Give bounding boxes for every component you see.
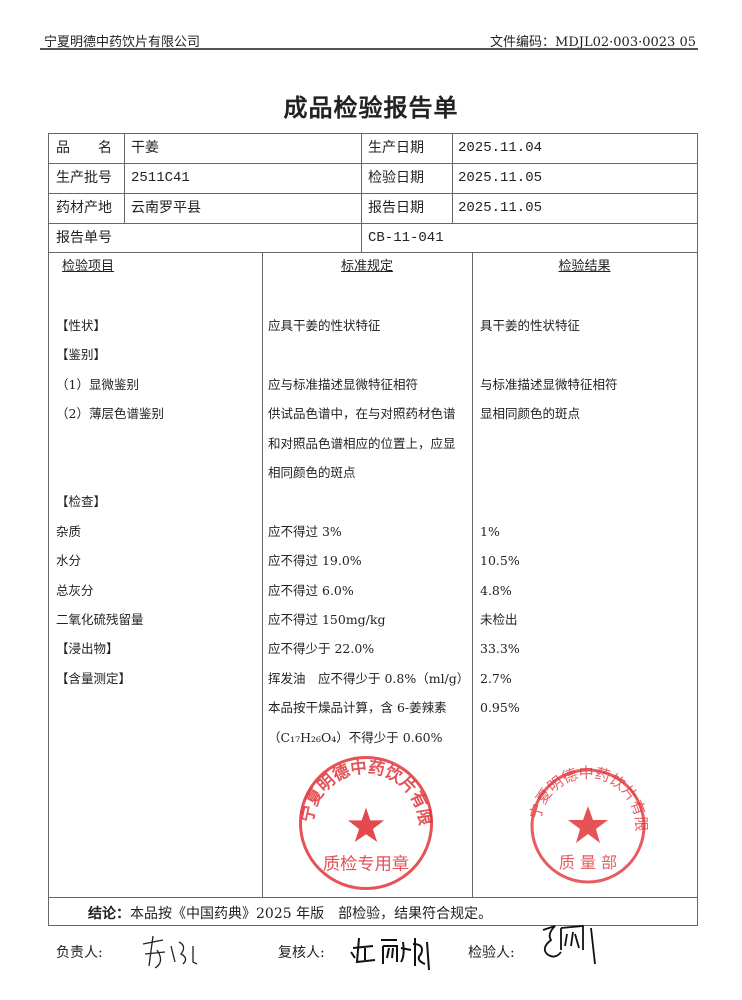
table-rule (48, 133, 698, 134)
conclusion: 结论：本品按《中国药典》2025 年版 部检验，结果符合规定。 (88, 903, 492, 923)
row-standard: 和对照品色谱相应的位置上，应显 (268, 435, 456, 451)
table-rule (124, 133, 125, 223)
table-rule (48, 133, 49, 926)
row-result: 33.3% (480, 641, 520, 657)
star-icon (568, 806, 608, 843)
row-result: 未检出 (480, 612, 518, 627)
row-result: 10.5% (480, 553, 520, 569)
table-rule (48, 223, 698, 224)
row-item: 杂质 (56, 523, 82, 539)
row-item: 【含量测定】 (56, 670, 132, 686)
row-standard: （C₁₇H₂₆O₄）不得少于 0.60% (268, 729, 443, 745)
column-header-standard: 标准规定 (340, 259, 393, 274)
row-result: 2.7% (480, 670, 512, 686)
responsible-signature (142, 935, 198, 969)
table-rule (48, 193, 698, 194)
svg-text:宁夏明德中药饮片有限公司: 宁夏明德中药饮片有限公司 (526, 764, 650, 832)
row-result: 与标准描述显微特征相符 (480, 376, 618, 392)
reviewer-label: 复核人: (278, 945, 325, 961)
row-item: 总灰分 (56, 582, 94, 598)
row-item: 【性状】 (56, 318, 107, 333)
batch-label: 生产批号 (56, 170, 112, 186)
table-rule (262, 252, 263, 897)
inspector-signature (542, 925, 596, 965)
row-standard: 应与标准描述显微特征相符 (268, 376, 419, 392)
row-item: （2）薄层色谱鉴别 (56, 406, 164, 422)
star-icon (347, 807, 385, 842)
row-result: 4.8% (480, 582, 512, 598)
row-item: 【浸出物】 (56, 641, 119, 657)
origin-label: 药材产地 (56, 200, 112, 216)
row-standard: 应不得过 3% (268, 523, 342, 539)
origin-value: 云南罗平县 (131, 200, 201, 216)
responsible-label: 负责人: (56, 945, 103, 961)
test-date-value: 2025.11.05 (458, 170, 543, 186)
table-rule (472, 252, 473, 897)
report-date-value: 2025.11.05 (458, 200, 543, 216)
quality-inspection-stamp: 宁夏明德中药饮片有限公司 质检专用章 (297, 754, 435, 891)
column-header-result: 检验结果 (558, 259, 611, 274)
svg-text:宁夏明德中药饮片有限公司: 宁夏明德中药饮片有限公司 (297, 754, 435, 827)
table-rule (697, 133, 698, 926)
product-name-label: 品 名 (56, 140, 112, 156)
prod-date-label: 生产日期 (368, 140, 424, 156)
table-rule (48, 163, 698, 164)
column-header-item: 检验项目 (62, 259, 115, 274)
quality-department-stamp: 宁夏明德中药饮片有限公司 质 量 部 (526, 764, 650, 884)
row-result: 1% (480, 523, 500, 539)
row-result: 具干姜的性状特征 (480, 318, 581, 333)
row-standard: 挥发油 应不得少于 0.8%（ml/g） (268, 670, 470, 686)
table-rule (452, 133, 453, 223)
prod-date-value: 2025.11.04 (458, 140, 543, 156)
page-title: 成品检验报告单 (283, 94, 459, 122)
table-rule (361, 133, 362, 252)
company-name: 宁夏明德中药饮片有限公司 (44, 35, 201, 50)
product-name-value: 干姜 (131, 140, 159, 156)
row-standard: 应不得过 19.0% (268, 553, 362, 569)
row-item: 【检查】 (56, 494, 107, 510)
row-result: 0.95% (480, 700, 520, 716)
row-item: 【鉴别】 (56, 347, 107, 363)
row-standard: 本品按干燥品计算，含 6-姜辣素 (268, 700, 447, 716)
table-rule (48, 252, 698, 253)
row-standard: 相同颜色的斑点 (268, 465, 356, 480)
reviewer-signature (350, 937, 430, 971)
row-item: 二氧化硫残留量 (56, 612, 144, 627)
conclusion-text: 本品按《中国药典》2025 年版 部检验，结果符合规定。 (130, 906, 493, 922)
batch-value: 2511C41 (131, 170, 190, 186)
row-item: （1）显微鉴别 (56, 376, 139, 392)
conclusion-label: 结论： (88, 906, 130, 922)
top-stamp-dept: 质 量 部 (559, 853, 617, 872)
document-code: 文件编码：MDJL02·003·0023 05 (490, 35, 696, 50)
top-stamp-text: 宁夏明德中药饮片有限公司 (526, 764, 650, 832)
row-standard: 应不得过 150mg/kg (268, 612, 386, 627)
row-standard: 应不得过 6.0% (268, 582, 354, 598)
report-no-label: 报告单号 (56, 230, 112, 246)
bottom-stamp-dept: 质检专用章 (323, 855, 409, 875)
row-standard: 应不得少于 22.0% (268, 641, 375, 657)
row-item: 水分 (56, 553, 82, 569)
test-date-label: 检验日期 (368, 170, 424, 186)
row-standard: 应具干姜的性状特征 (268, 318, 381, 333)
inspector-label: 检验人: (468, 945, 515, 961)
row-standard: 供试品色谱中，在与对照药材色谱 (268, 406, 456, 422)
header-rule (40, 48, 698, 50)
table-rule (48, 897, 698, 898)
table-rule (48, 925, 698, 926)
report-date-label: 报告日期 (368, 200, 424, 216)
bottom-stamp-text: 宁夏明德中药饮片有限公司 (297, 754, 435, 827)
report-no-value: CB-11-041 (368, 230, 444, 246)
row-result: 显相同颜色的斑点 (480, 406, 581, 422)
